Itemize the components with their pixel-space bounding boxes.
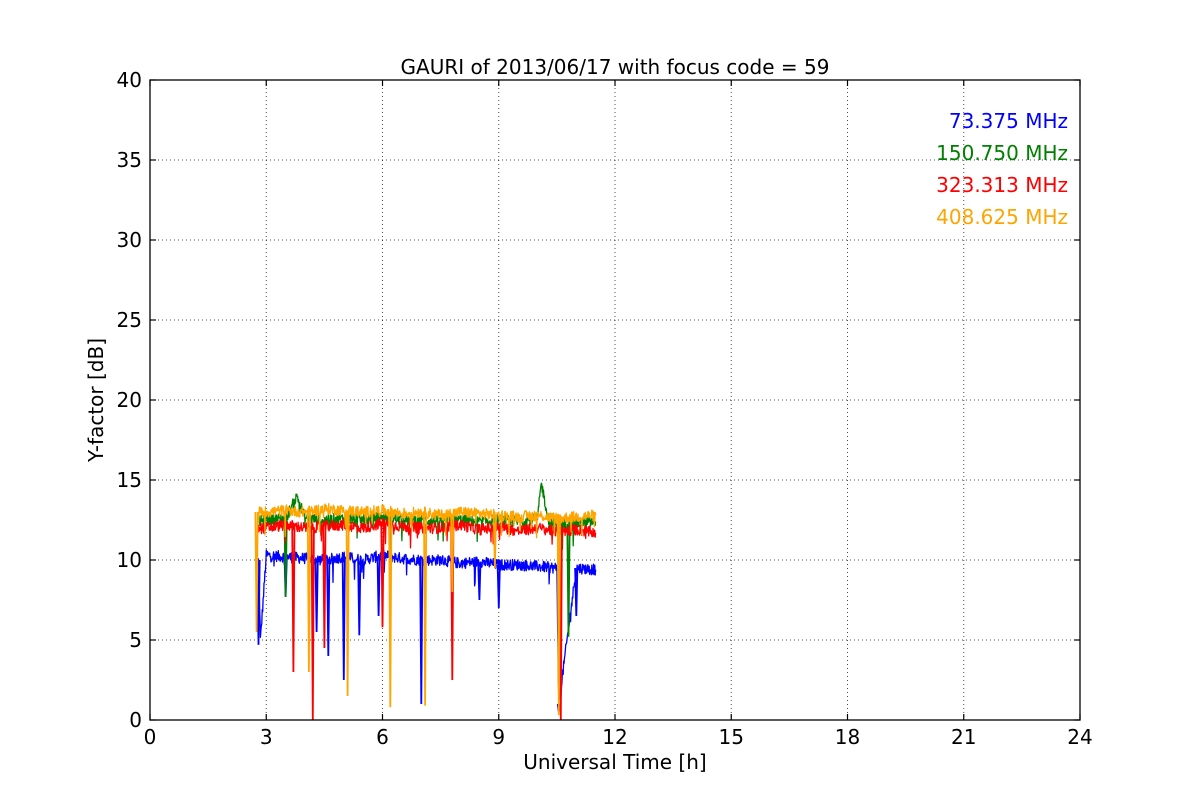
x-tick-label: 21 — [951, 725, 976, 749]
legend-entry: 73.375 MHz — [949, 109, 1068, 133]
legend-entry: 150.750 MHz — [936, 141, 1068, 165]
y-tick-label: 15 — [117, 468, 142, 492]
y-tick-label: 20 — [117, 388, 142, 412]
x-tick-label: 0 — [144, 725, 157, 749]
x-tick-label: 12 — [602, 725, 627, 749]
y-tick-label: 5 — [129, 628, 142, 652]
legend-entry: 408.625 MHz — [936, 205, 1068, 229]
y-tick-label: 30 — [117, 228, 142, 252]
chart-title: GAURI of 2013/06/17 with focus code = 59 — [401, 55, 830, 79]
x-axis-label: Universal Time [h] — [523, 750, 706, 774]
y-tick-label: 25 — [117, 308, 142, 332]
x-tick-label: 3 — [260, 725, 273, 749]
y-tick-label: 10 — [117, 548, 142, 572]
legend-entry: 323.313 MHz — [936, 173, 1068, 197]
y-tick-label: 0 — [129, 708, 142, 732]
x-tick-label: 24 — [1067, 725, 1092, 749]
y-axis-label: Y-factor [dB] — [84, 338, 108, 463]
y-tick-label: 40 — [117, 68, 142, 92]
x-tick-label: 9 — [492, 725, 505, 749]
x-tick-label: 18 — [835, 725, 860, 749]
y-tick-label: 35 — [117, 148, 142, 172]
x-tick-label: 6 — [376, 725, 389, 749]
x-tick-label: 15 — [719, 725, 744, 749]
